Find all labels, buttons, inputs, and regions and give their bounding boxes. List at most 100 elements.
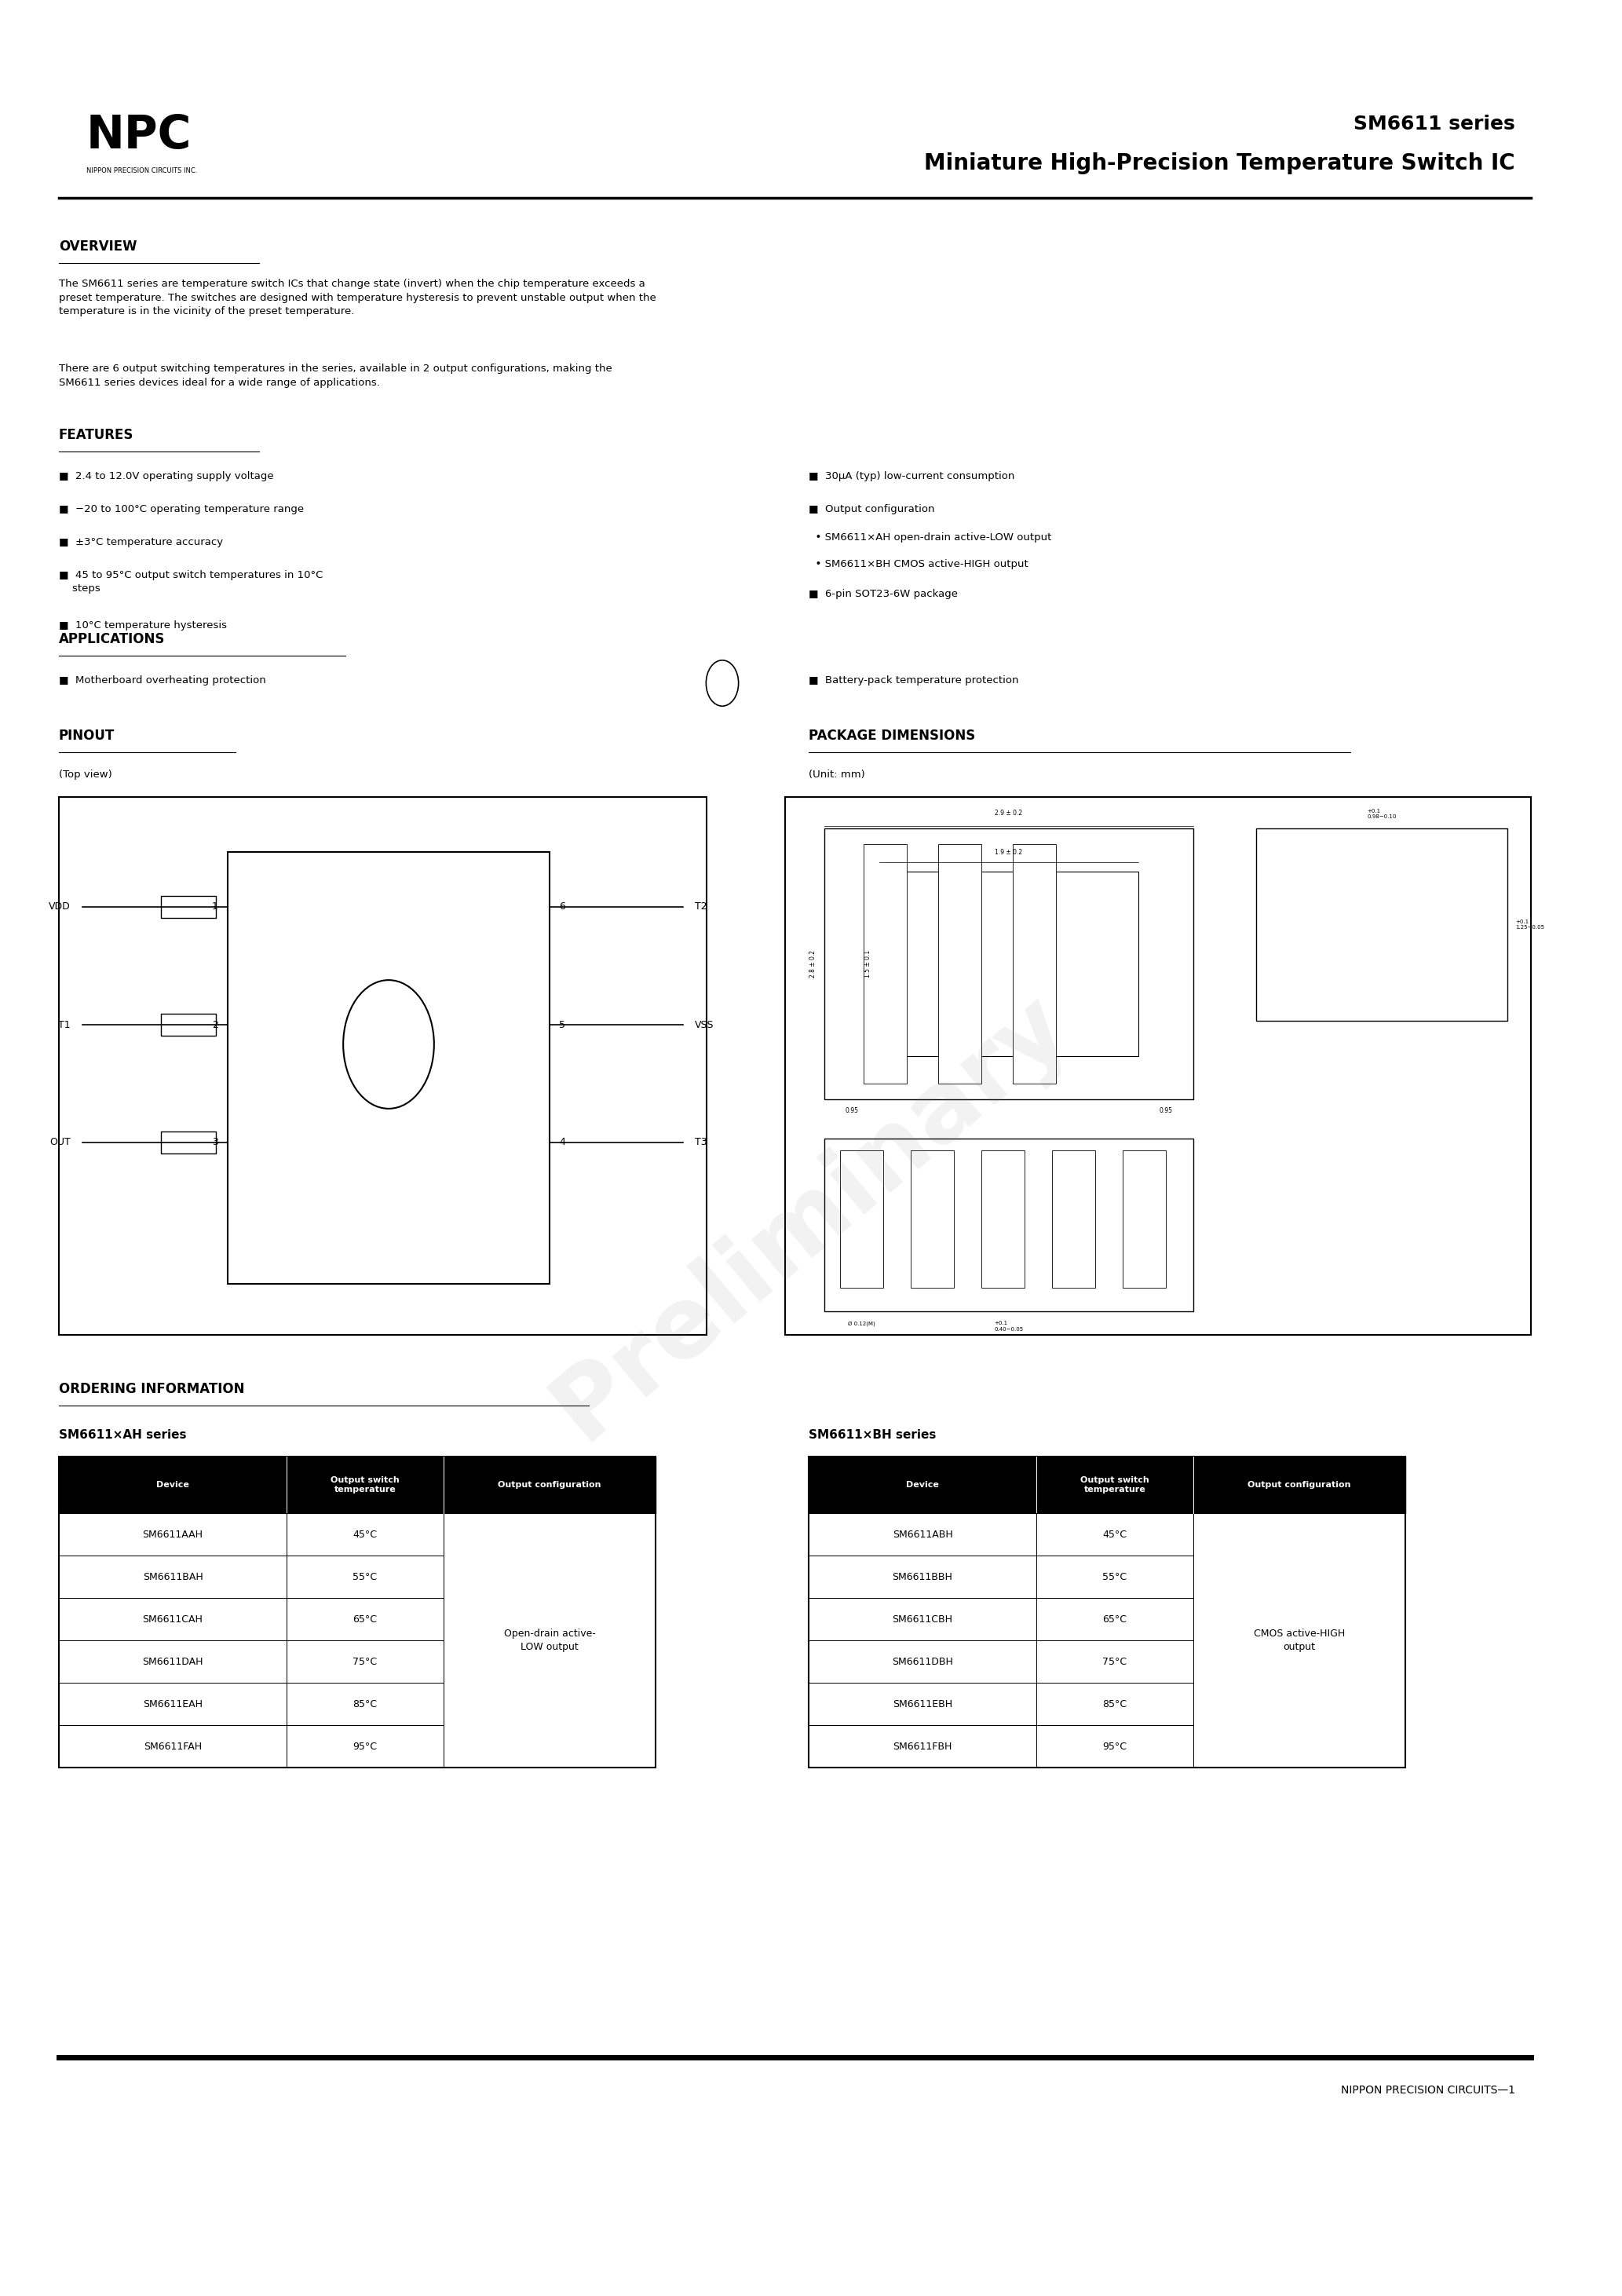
Text: 2.8 ± 0.2: 2.8 ± 0.2 (809, 951, 816, 978)
Text: (Top view): (Top view) (58, 769, 112, 781)
Text: ■  Motherboard overheating protection: ■ Motherboard overheating protection (58, 675, 266, 687)
Text: 0.95: 0.95 (1160, 1107, 1173, 1114)
Bar (58, 797, 707, 1334)
Text: CMOS active-HIGH
output: CMOS active-HIGH output (1254, 1628, 1345, 1651)
Text: ■  6-pin SOT23-6W package: ■ 6-pin SOT23-6W package (809, 588, 959, 599)
Bar (58, 1513, 443, 1554)
Text: VDD: VDD (49, 902, 71, 912)
Text: 65°C: 65°C (1103, 1614, 1127, 1623)
Text: SM6611DAH: SM6611DAH (143, 1655, 203, 1667)
Bar (824, 829, 1194, 1100)
Text: SM6611BBH: SM6611BBH (892, 1573, 952, 1582)
Bar (1122, 1150, 1166, 1288)
Text: 3: 3 (212, 1137, 219, 1148)
Text: SM6611×AH series: SM6611×AH series (58, 1428, 187, 1442)
Text: SM6611ABH: SM6611ABH (892, 1529, 952, 1538)
Text: SM6611 series: SM6611 series (1354, 115, 1515, 133)
Text: 85°C: 85°C (1103, 1699, 1127, 1708)
Text: 0.95: 0.95 (845, 1107, 858, 1114)
Text: 95°C: 95°C (1103, 1740, 1127, 1752)
Bar (1194, 1513, 1405, 1768)
Text: OVERVIEW: OVERVIEW (58, 239, 136, 253)
Bar (443, 1513, 655, 1768)
Text: Device: Device (907, 1481, 939, 1488)
Text: NPC: NPC (86, 113, 191, 158)
Text: +0.1
1.25−0.05: +0.1 1.25−0.05 (1515, 918, 1544, 930)
Text: Output configuration: Output configuration (1247, 1481, 1351, 1488)
Text: 1.5 ± 0.1: 1.5 ± 0.1 (865, 951, 871, 978)
Bar (981, 1150, 1025, 1288)
Text: Miniature High-Precision Temperature Switch IC: Miniature High-Precision Temperature Swi… (925, 152, 1515, 174)
Text: 2.9 ± 0.2: 2.9 ± 0.2 (994, 810, 1022, 817)
Bar (809, 1639, 1194, 1683)
Text: ■  −20 to 100°C operating temperature range: ■ −20 to 100°C operating temperature ran… (58, 505, 303, 514)
Text: SM6611FAH: SM6611FAH (144, 1740, 201, 1752)
Bar (58, 1554, 443, 1598)
Text: ■  Output configuration: ■ Output configuration (809, 505, 934, 514)
Text: Output switch
temperature: Output switch temperature (1080, 1476, 1150, 1495)
Text: Device: Device (156, 1481, 190, 1488)
Bar (809, 1554, 1194, 1598)
Text: • SM6611×AH open-drain active-LOW output: • SM6611×AH open-drain active-LOW output (809, 533, 1051, 542)
Bar (58, 1639, 443, 1683)
Bar (785, 797, 1531, 1334)
Text: There are 6 output switching temperatures in the series, available in 2 output c: There are 6 output switching temperature… (58, 363, 611, 388)
Bar (58, 1724, 443, 1768)
Bar (910, 1150, 954, 1288)
Text: 5: 5 (560, 1019, 564, 1031)
Text: ■  30μA (typ) low-current consumption: ■ 30μA (typ) low-current consumption (809, 471, 1015, 482)
Text: +0.1
0.98−0.10: +0.1 0.98−0.10 (1367, 808, 1397, 820)
Text: 1: 1 (212, 902, 219, 912)
Bar (161, 895, 216, 918)
Text: T2: T2 (694, 902, 707, 912)
Bar (824, 1139, 1194, 1311)
Text: ■  10°C temperature hysteresis: ■ 10°C temperature hysteresis (58, 620, 227, 631)
Text: 6: 6 (560, 902, 564, 912)
Text: ■  Battery-pack temperature protection: ■ Battery-pack temperature protection (809, 675, 1019, 687)
Text: ORDERING INFORMATION: ORDERING INFORMATION (58, 1382, 245, 1396)
Bar (879, 872, 1139, 1056)
Bar (809, 1513, 1194, 1554)
Text: 2: 2 (212, 1019, 219, 1031)
Text: SM6611FBH: SM6611FBH (892, 1740, 952, 1752)
Text: Preliminary: Preliminary (535, 976, 1087, 1458)
Text: 1.9 ± 0.2: 1.9 ± 0.2 (994, 850, 1022, 856)
Bar (1012, 845, 1056, 1084)
Text: NIPPON PRECISION CIRCUITS—1: NIPPON PRECISION CIRCUITS—1 (1341, 2085, 1515, 2096)
Bar (809, 1598, 1194, 1639)
Text: ■  45 to 95°C output switch temperatures in 10°C
    steps: ■ 45 to 95°C output switch temperatures … (58, 569, 323, 592)
Text: 55°C: 55°C (354, 1573, 378, 1582)
Bar (809, 1724, 1194, 1768)
Text: T1: T1 (58, 1019, 71, 1031)
Text: 95°C: 95°C (354, 1740, 378, 1752)
Bar (840, 1150, 884, 1288)
Bar (1255, 829, 1507, 1022)
Bar (161, 1015, 216, 1035)
Text: ■  ±3°C temperature accuracy: ■ ±3°C temperature accuracy (58, 537, 224, 546)
Text: • SM6611×BH CMOS active-HIGH output: • SM6611×BH CMOS active-HIGH output (809, 560, 1028, 569)
Bar (809, 1456, 1405, 1768)
Bar (938, 845, 981, 1084)
Bar (227, 852, 550, 1283)
Bar (58, 1456, 655, 1768)
Bar (58, 1683, 443, 1724)
Text: Output configuration: Output configuration (498, 1481, 602, 1488)
Text: PACKAGE DIMENSIONS: PACKAGE DIMENSIONS (809, 728, 975, 744)
Text: 75°C: 75°C (1103, 1655, 1127, 1667)
Text: VSS: VSS (694, 1019, 714, 1031)
Text: SM6611DBH: SM6611DBH (892, 1655, 954, 1667)
Text: 55°C: 55°C (1103, 1573, 1127, 1582)
Text: Open-drain active-
LOW output: Open-drain active- LOW output (504, 1628, 595, 1651)
Bar (1053, 1150, 1095, 1288)
Text: 45°C: 45°C (1103, 1529, 1127, 1538)
Text: SM6611EAH: SM6611EAH (143, 1699, 203, 1708)
Text: Output switch
temperature: Output switch temperature (331, 1476, 399, 1495)
Text: SM6611AAH: SM6611AAH (143, 1529, 203, 1538)
Text: 65°C: 65°C (354, 1614, 378, 1623)
Bar (809, 1456, 1405, 1513)
Text: Ø 0.12(M): Ø 0.12(M) (848, 1320, 876, 1327)
Text: (Unit: mm): (Unit: mm) (809, 769, 865, 781)
Text: SM6611×BH series: SM6611×BH series (809, 1428, 936, 1442)
Text: SM6611CBH: SM6611CBH (892, 1614, 952, 1623)
Text: NIPPON PRECISION CIRCUITS INC.: NIPPON PRECISION CIRCUITS INC. (86, 168, 198, 174)
